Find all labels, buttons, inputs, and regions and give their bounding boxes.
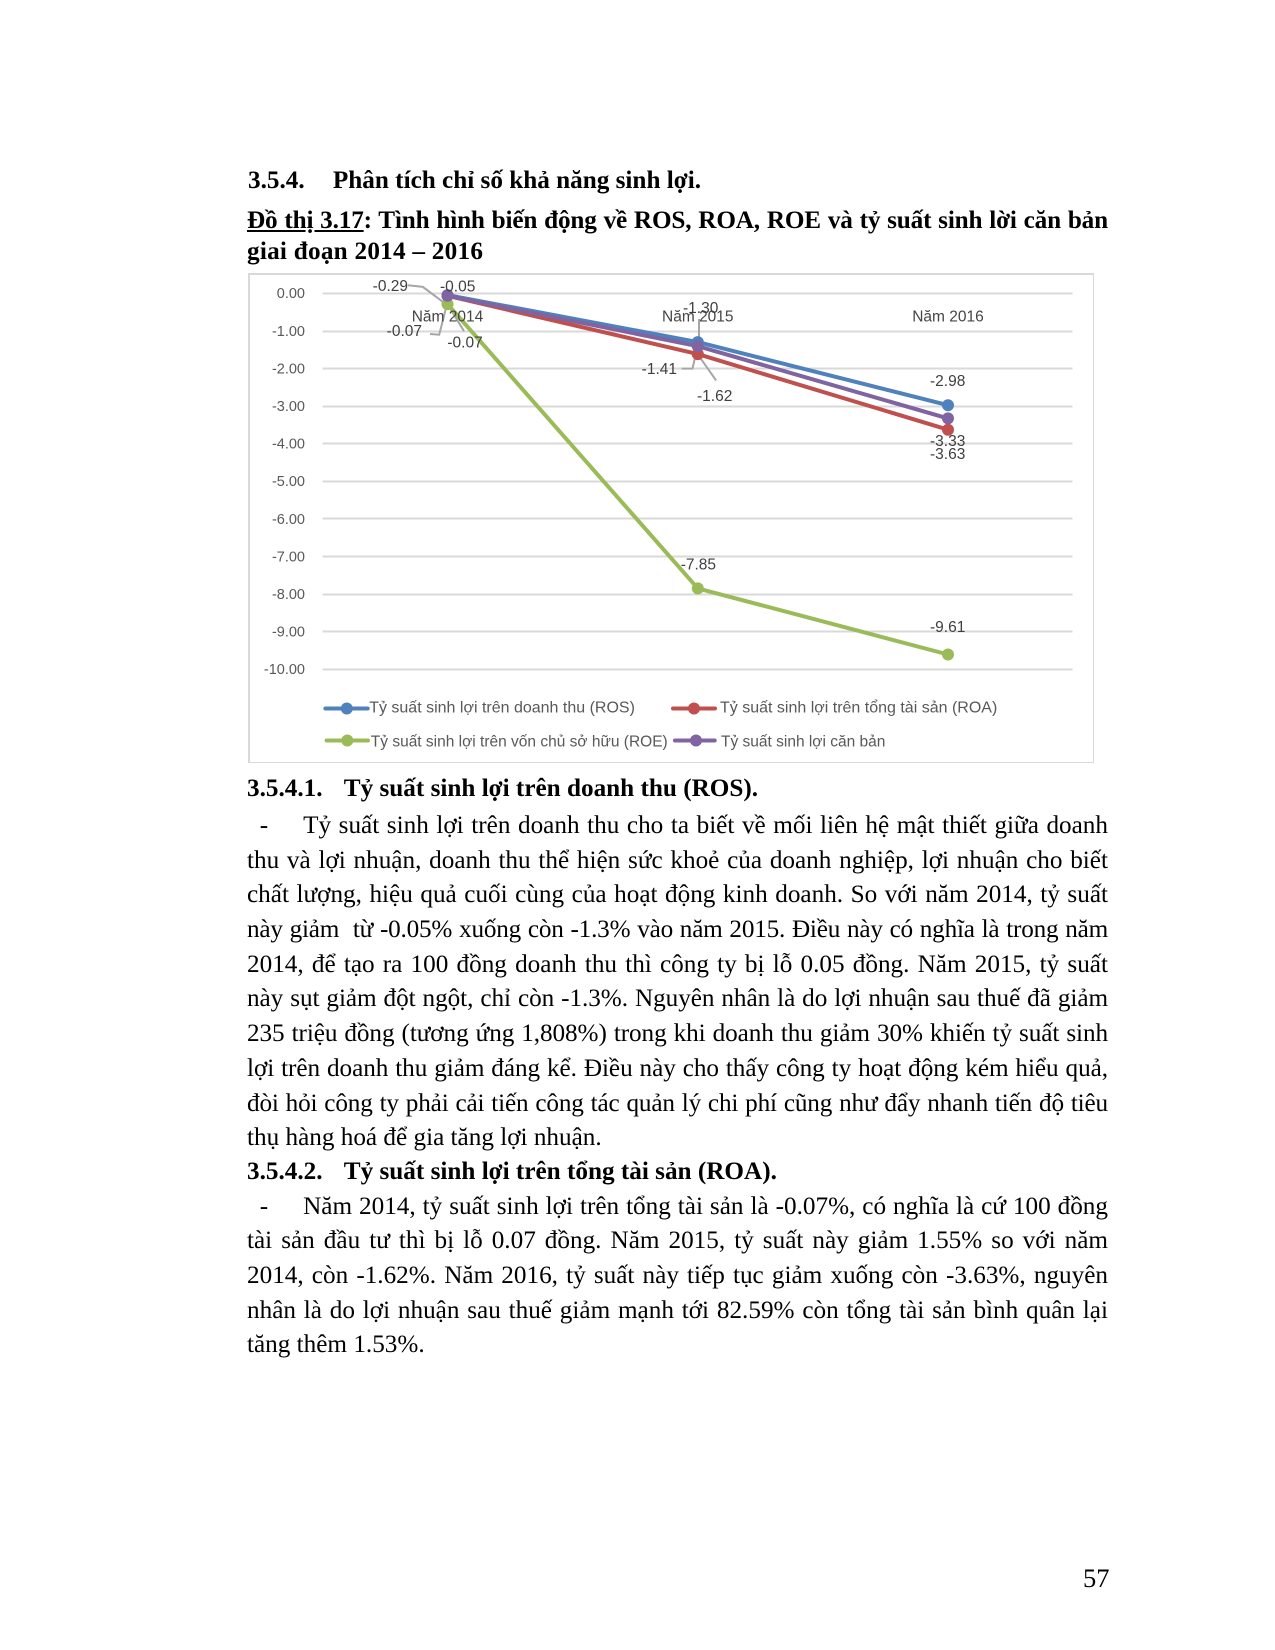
svg-text:-4.00: -4.00 — [272, 437, 305, 453]
svg-text:-1.30: -1.30 — [683, 300, 719, 317]
svg-text:-0.29: -0.29 — [373, 278, 408, 295]
svg-text:-2.00: -2.00 — [272, 361, 305, 377]
svg-text:0.00: 0.00 — [277, 286, 305, 302]
svg-text:-1.62: -1.62 — [697, 388, 732, 405]
svg-text:-9.61: -9.61 — [930, 619, 965, 636]
svg-text:-7.85: -7.85 — [681, 557, 716, 574]
svg-text:Năm 2016: Năm 2016 — [912, 308, 984, 325]
svg-text:-6.00: -6.00 — [272, 512, 305, 528]
svg-text:-9.00: -9.00 — [272, 625, 305, 641]
svg-text:-7.00: -7.00 — [272, 549, 305, 565]
svg-text:-0.07: -0.07 — [387, 323, 422, 340]
svg-text:-1.41: -1.41 — [642, 361, 677, 378]
svg-text:-3.63: -3.63 — [930, 446, 965, 463]
svg-text:Tỷ suất sinh lợi trên tổng tài: Tỷ suất sinh lợi trên tổng tài sản (ROA) — [720, 699, 997, 717]
svg-text:-3.00: -3.00 — [272, 399, 305, 415]
svg-text:-0.07: -0.07 — [447, 334, 482, 351]
svg-text:-8.00: -8.00 — [272, 587, 305, 603]
svg-text:Tỷ suất sinh lợi trên doanh th: Tỷ suất sinh lợi trên doanh thu (ROS) — [369, 700, 635, 717]
svg-text:Tỷ suất sinh lợi trên vốn chủ: Tỷ suất sinh lợi trên vốn chủ sở hữu (RO… — [371, 734, 668, 751]
svg-text:-2.98: -2.98 — [930, 373, 965, 390]
svg-text:Tỷ suất sinh lợi căn bản: Tỷ suất sinh lợi căn bản — [721, 734, 885, 751]
svg-text:-5.00: -5.00 — [272, 474, 305, 490]
svg-text:-10.00: -10.00 — [264, 662, 305, 678]
svg-text:-3.33: -3.33 — [930, 433, 965, 450]
svg-text:-0.05: -0.05 — [440, 279, 475, 296]
svg-text:Năm 2015: Năm 2015 — [662, 308, 734, 325]
svg-text:Năm 2014: Năm 2014 — [412, 308, 484, 325]
svg-text:-1.00: -1.00 — [272, 324, 305, 340]
